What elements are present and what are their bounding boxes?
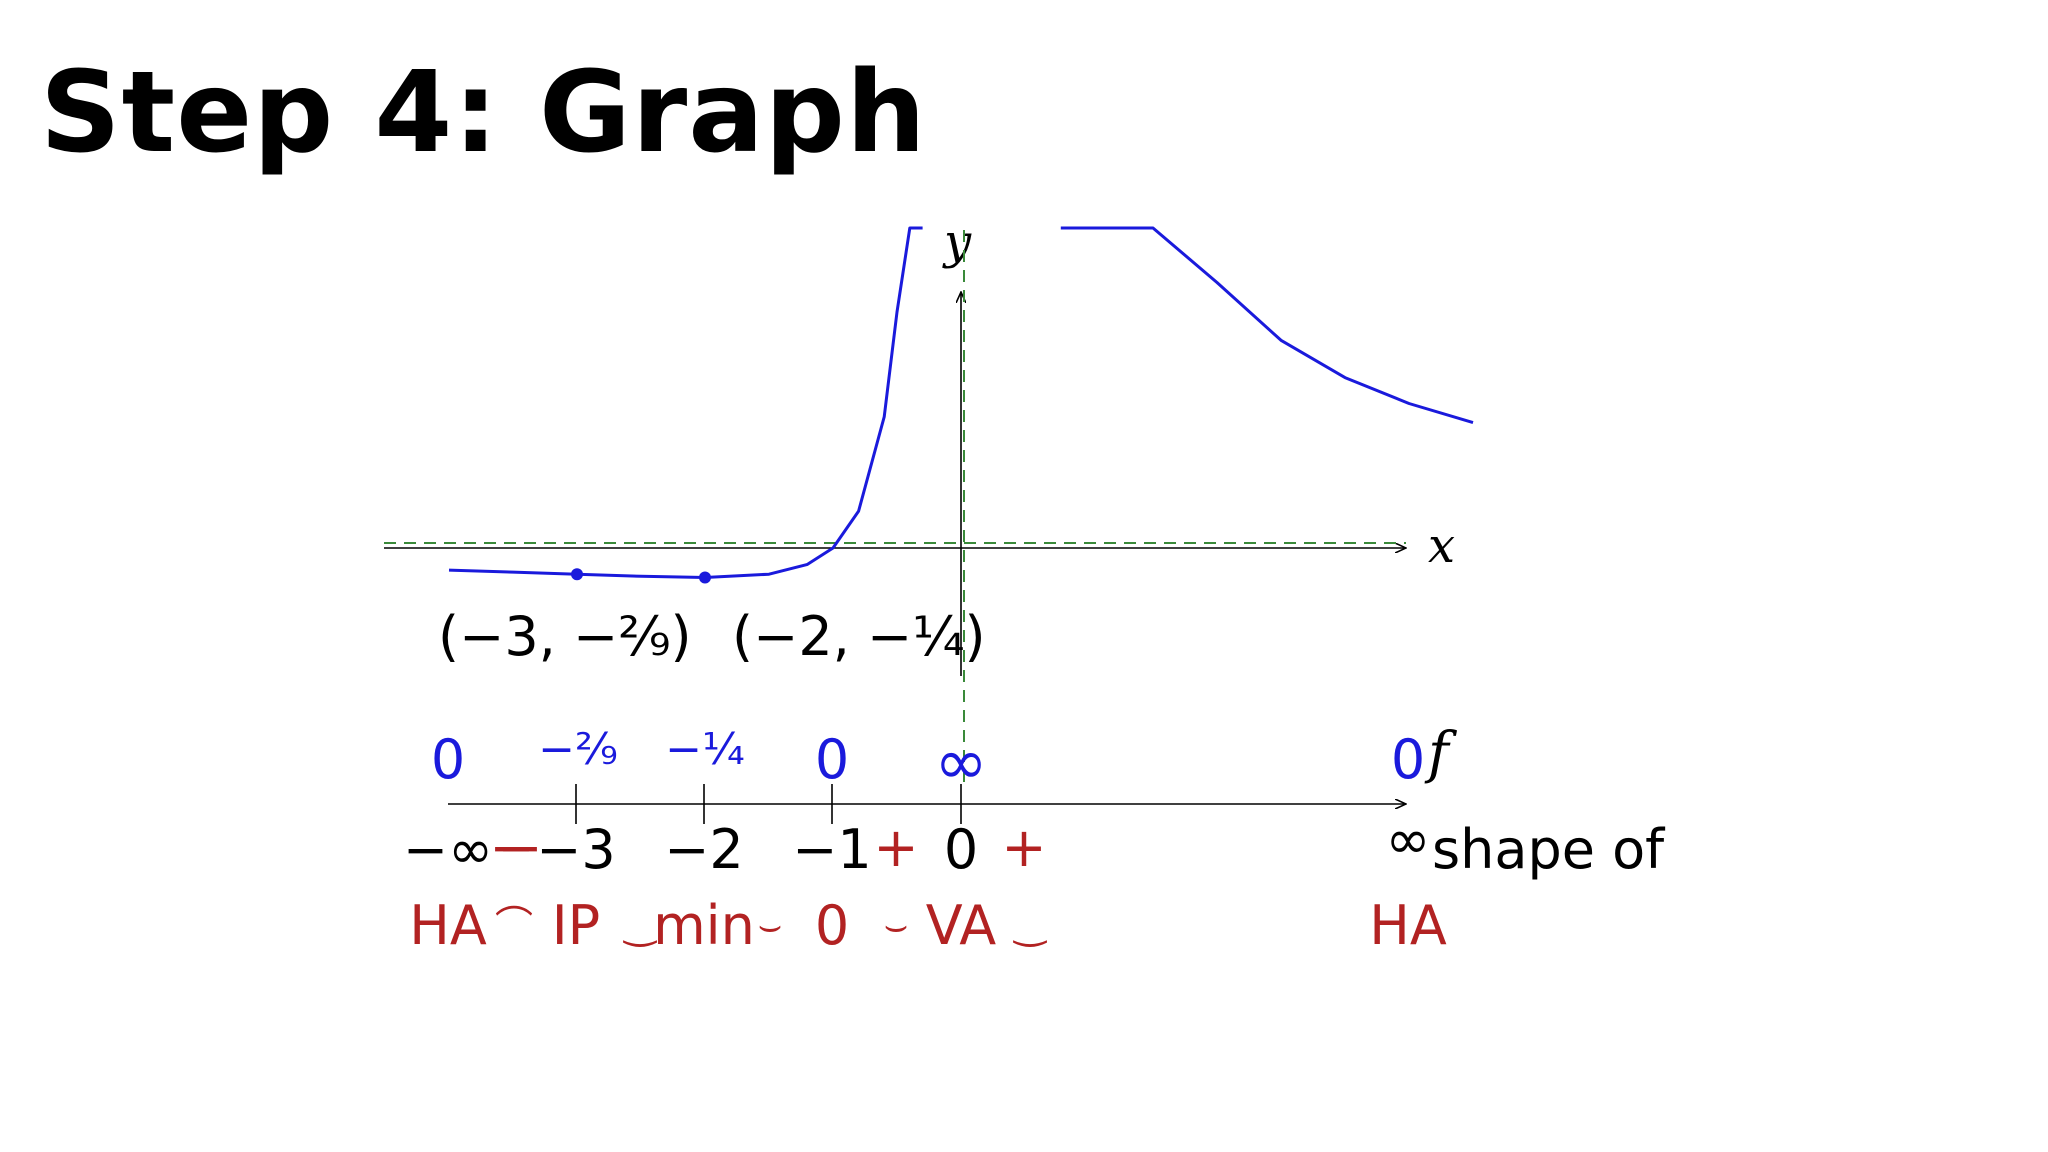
concavity-arc: ⌒ [495, 903, 533, 947]
shape-row-label: shape of [1432, 818, 1666, 881]
point-label: (−2, −¹⁄₄) [732, 605, 986, 668]
curve-branch-2 [1060, 226, 1474, 425]
concavity-arc: ⌣ [883, 903, 908, 947]
x-value-label: −∞ [403, 818, 493, 881]
x-value-label: 0 [944, 818, 978, 881]
f-row-label: f [1424, 721, 1458, 786]
shape-label: IP [552, 894, 601, 957]
sign-symbol: − [489, 816, 534, 879]
f-value: −¹⁄₄ [665, 724, 745, 775]
shape-label: 0 [815, 894, 849, 957]
x-value-label: ∞ [1386, 808, 1431, 871]
shape-label: HA [1369, 894, 1447, 957]
marked-point [571, 568, 583, 581]
f-value: ∞ [934, 726, 987, 800]
f-value: 0 [431, 728, 465, 791]
f-value: 0 [1391, 728, 1425, 791]
f-value: −²⁄₉ [538, 724, 618, 775]
point-label: (−3, −²⁄₉) [438, 605, 692, 668]
concavity-arc: ‿ [1013, 903, 1048, 947]
x-axis-label: x [1428, 518, 1455, 574]
curve-branch-1 [448, 226, 923, 579]
shape-label: HA [409, 894, 487, 957]
f-value: 0 [815, 728, 849, 791]
shape-label: VA [926, 894, 996, 957]
y-axis-label: y [942, 214, 972, 270]
concavity-arc: ‿ [623, 903, 658, 947]
sign-symbol: + [873, 816, 918, 879]
shape-label: min [653, 894, 755, 957]
x-value-label: −2 [664, 818, 744, 881]
marked-point [699, 571, 711, 584]
page-title: Step 4: Graph [40, 48, 927, 178]
x-value-label: −1 [792, 818, 872, 881]
sign-symbol: + [1001, 816, 1046, 879]
x-value-label: −3 [536, 818, 616, 881]
concavity-arc: ⌣ [757, 903, 782, 947]
sign-symbol: − [497, 816, 542, 879]
